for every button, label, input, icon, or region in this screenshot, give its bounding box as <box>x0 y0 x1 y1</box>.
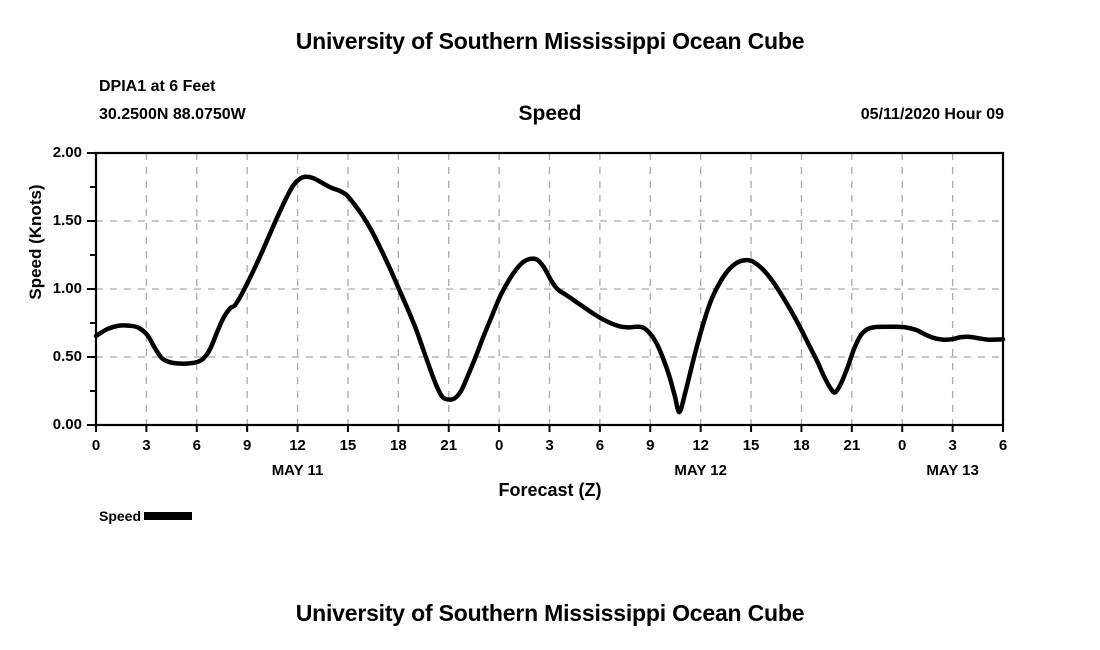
parameter-title: Speed <box>518 102 582 125</box>
x-tick-label: 15 <box>339 437 357 454</box>
x-tick-label: 6 <box>595 437 605 454</box>
y-tick-label: 1.00 <box>52 280 82 297</box>
x-axis-day-label: MAY 12 <box>674 462 727 479</box>
y-tick-label: 1.50 <box>52 212 82 229</box>
x-tick-label: 21 <box>440 437 458 454</box>
x-tick-label: 12 <box>289 437 306 454</box>
x-tick-label: 3 <box>142 437 151 454</box>
station-depth-label: DPIA1 at 6 Feet <box>99 78 216 95</box>
chart-legend: Speed <box>99 508 193 524</box>
speed-series-line <box>93 174 1006 415</box>
chart-gridlines <box>96 153 1003 425</box>
x-tick-label: 9 <box>646 437 655 454</box>
x-tick-label: 21 <box>843 437 861 454</box>
y-tick-label: 0.00 <box>52 416 82 433</box>
legend-swatch-speed <box>144 512 193 520</box>
x-tick-label: 6 <box>998 437 1008 454</box>
x-tick-label: 0 <box>91 437 101 454</box>
model-run-time-label: 05/11/2020 Hour 09 <box>860 106 1004 123</box>
plot-frame <box>94 151 1005 427</box>
x-tick-label: 18 <box>389 437 407 454</box>
x-axis-title: Forecast (Z) <box>498 480 602 500</box>
x-tick-label: 0 <box>494 437 504 454</box>
x-tick-label: 12 <box>692 437 709 454</box>
x-tick-label: 3 <box>545 437 554 454</box>
x-tick-label: 18 <box>793 437 810 454</box>
legend-label-speed: Speed <box>99 508 142 524</box>
coordinates-label: 30.2500N 88.0750W <box>99 106 246 123</box>
y-tick-label: 2.00 <box>52 144 82 161</box>
x-tick-label: 6 <box>192 437 201 454</box>
footer-title: University of Southern Mississippi Ocean… <box>295 600 805 626</box>
x-axis-day-label: MAY 11 <box>271 462 324 479</box>
y-axis-title: Speed (Knots) <box>26 184 45 300</box>
chart-tick-marks <box>87 152 1004 432</box>
x-tick-label: 3 <box>948 437 957 454</box>
page-title: University of Southern Mississippi Ocean… <box>295 28 805 54</box>
x-tick-label: 9 <box>242 437 252 454</box>
y-tick-label: 0.50 <box>52 348 82 365</box>
x-tick-label: 0 <box>898 437 907 454</box>
x-axis-day-label: MAY 13 <box>926 462 979 479</box>
x-tick-label: 15 <box>742 437 760 454</box>
